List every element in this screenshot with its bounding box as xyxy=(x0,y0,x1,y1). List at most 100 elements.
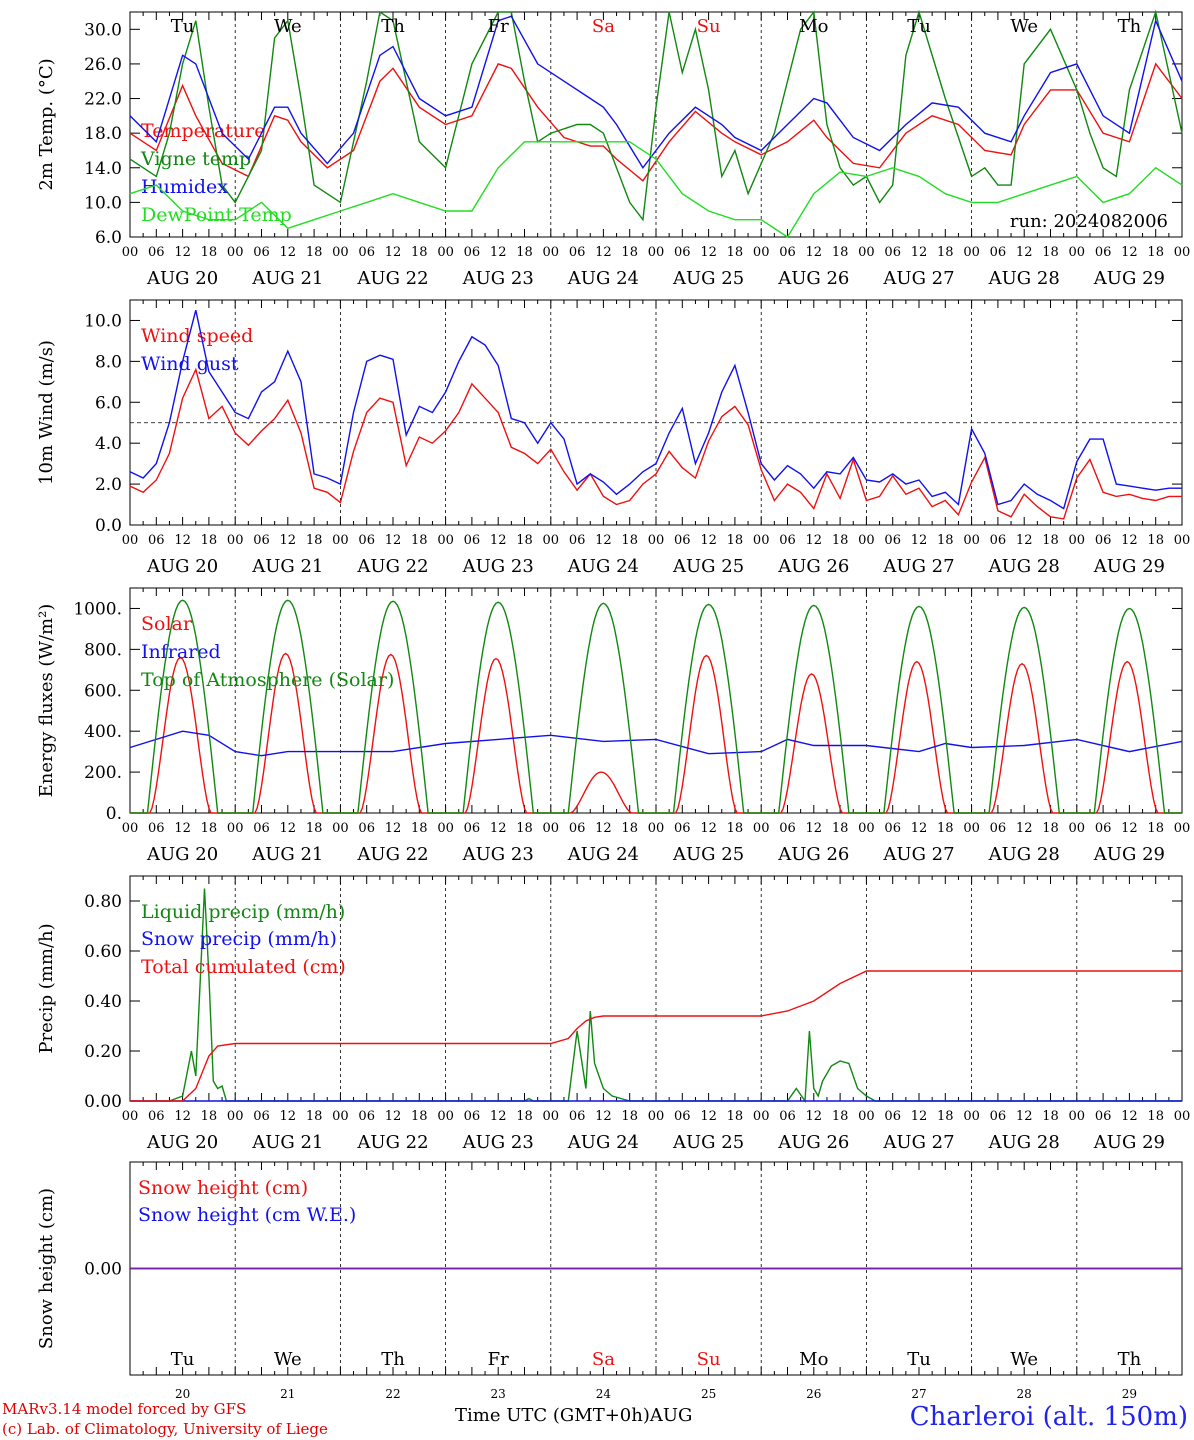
panel-1: 6.0 10.0 14.0 18.0 22.0 26.0 30.0 2m Temp. (°C)… xyxy=(36,9,1191,289)
hour-tick-label: 12 xyxy=(280,1109,297,1124)
hour-tick-label: 12 xyxy=(700,1109,717,1124)
hour-tick-label: 00 xyxy=(753,1109,770,1124)
y-tick-label: 0.00 xyxy=(84,1092,122,1112)
legend-entry: Snow height (cm) xyxy=(138,1177,308,1199)
hour-tick-label: 12 xyxy=(595,821,612,836)
date-label: AUG 23 xyxy=(462,268,534,289)
hour-tick-label: 00 xyxy=(858,821,875,836)
date-label: AUG 25 xyxy=(672,556,744,577)
y-axis-label: Precip (mm/h) xyxy=(36,923,57,1053)
y-tick-label: 0.40 xyxy=(84,992,122,1012)
hour-tick-label: 18 xyxy=(832,1109,849,1124)
panel-3: 0. 200. 400. 600. 800. 1000. Energy fluxes (W/… xyxy=(36,587,1190,865)
date-label: AUG 21 xyxy=(251,556,323,577)
day-name: Th xyxy=(381,16,405,37)
hour-tick-label: 06 xyxy=(990,821,1007,836)
hour-tick-label: 18 xyxy=(201,533,218,548)
hour-tick-label: 00 xyxy=(227,533,244,548)
legend-entry: DewPoint Temp xyxy=(141,204,292,226)
legend-entry: Infrared xyxy=(141,641,221,663)
y-tick-label: 0.0 xyxy=(95,516,122,536)
hour-tick-label: 06 xyxy=(464,533,481,548)
hour-tick-label: 06 xyxy=(990,245,1007,260)
hour-tick-label: 12 xyxy=(911,1109,928,1124)
y-tick-label: 200. xyxy=(84,763,122,783)
hour-tick-label: 12 xyxy=(280,533,297,548)
hour-tick-label: 00 xyxy=(648,533,665,548)
hour-tick-label: 00 xyxy=(1069,245,1086,260)
hour-tick-label: 12 xyxy=(806,533,823,548)
hour-tick-label: 00 xyxy=(858,533,875,548)
day-number: 26 xyxy=(806,1387,821,1401)
date-label: AUG 28 xyxy=(988,268,1060,289)
hour-tick-label: 06 xyxy=(464,1109,481,1124)
day-name: Sa xyxy=(592,1349,615,1370)
date-label: AUG 29 xyxy=(1093,268,1165,289)
date-label: AUG 24 xyxy=(567,844,639,865)
day-number: 24 xyxy=(596,1387,612,1401)
day-name: Sa xyxy=(592,16,615,37)
day-name: Th xyxy=(381,1349,405,1370)
day-number: 25 xyxy=(701,1387,716,1401)
series-line xyxy=(130,888,1182,1104)
hour-tick-label: 00 xyxy=(1069,1109,1086,1124)
date-label: AUG 22 xyxy=(356,556,428,577)
hour-tick-label: 12 xyxy=(806,1109,823,1124)
hour-tick-label: 18 xyxy=(832,821,849,836)
hour-tick-label: 12 xyxy=(385,533,402,548)
hour-tick-label: 18 xyxy=(411,245,428,260)
hour-tick-label: 12 xyxy=(490,821,507,836)
hour-tick-label: 06 xyxy=(990,533,1007,548)
legend-entry: Wind gust xyxy=(141,353,239,375)
y-tick-label: 0.80 xyxy=(84,892,122,912)
y-tick-label: 1000. xyxy=(73,599,122,619)
hour-tick-label: 12 xyxy=(490,245,507,260)
y-tick-label: 6.0 xyxy=(95,393,122,413)
y-tick-label: 0. xyxy=(106,804,122,824)
legend-entry: Snow height (cm W.E.) xyxy=(138,1204,356,1226)
y-tick-label: 0.00 xyxy=(84,1260,122,1280)
date-label: AUG 28 xyxy=(988,1132,1060,1153)
hour-tick-label: 06 xyxy=(358,245,375,260)
date-label: AUG 29 xyxy=(1093,556,1165,577)
day-number: 29 xyxy=(1122,1387,1137,1401)
hour-tick-label: 06 xyxy=(569,245,586,260)
day-name: Tu xyxy=(171,16,195,37)
day-name: We xyxy=(274,1349,302,1370)
hour-tick-label: 00 xyxy=(543,245,560,260)
date-label: AUG 23 xyxy=(462,844,534,865)
hour-tick-label: 00 xyxy=(753,821,770,836)
time-axis-label: Time UTC (GMT+0h)AUG xyxy=(455,1405,692,1426)
hour-tick-label: 06 xyxy=(148,245,165,260)
hour-tick-label: 00 xyxy=(1174,245,1191,260)
hour-tick-label: 18 xyxy=(1042,533,1059,548)
hour-tick-label: 18 xyxy=(306,533,323,548)
hour-tick-label: 00 xyxy=(1174,533,1191,548)
date-label: AUG 24 xyxy=(567,1132,639,1153)
hour-tick-label: 12 xyxy=(1121,245,1138,260)
y-tick-label: 22.0 xyxy=(84,90,122,110)
station-label: Charleroi (alt. 150m) xyxy=(909,1402,1188,1432)
hour-tick-label: 12 xyxy=(385,821,402,836)
y-tick-label: 14.0 xyxy=(84,159,122,179)
hour-tick-label: 00 xyxy=(122,533,139,548)
hour-tick-label: 18 xyxy=(937,821,954,836)
hour-tick-label: 12 xyxy=(1016,1109,1033,1124)
hour-tick-label: 18 xyxy=(621,1109,638,1124)
y-axis-label: 10m Wind (m/s) xyxy=(36,340,57,485)
hour-tick-label: 18 xyxy=(1147,533,1164,548)
day-name: Su xyxy=(697,1349,721,1370)
day-name: Mo xyxy=(799,16,828,37)
hour-tick-label: 06 xyxy=(569,821,586,836)
hour-tick-label: 18 xyxy=(621,821,638,836)
hour-tick-label: 12 xyxy=(174,533,191,548)
hour-tick-label: 18 xyxy=(516,1109,533,1124)
y-tick-label: 800. xyxy=(84,640,122,660)
series-line xyxy=(129,62,1183,182)
hour-tick-label: 18 xyxy=(937,533,954,548)
y-tick-label: 400. xyxy=(84,722,122,742)
day-name: Fr xyxy=(488,1349,509,1370)
hour-tick-label: 00 xyxy=(437,1109,454,1124)
hour-tick-label: 18 xyxy=(411,821,428,836)
